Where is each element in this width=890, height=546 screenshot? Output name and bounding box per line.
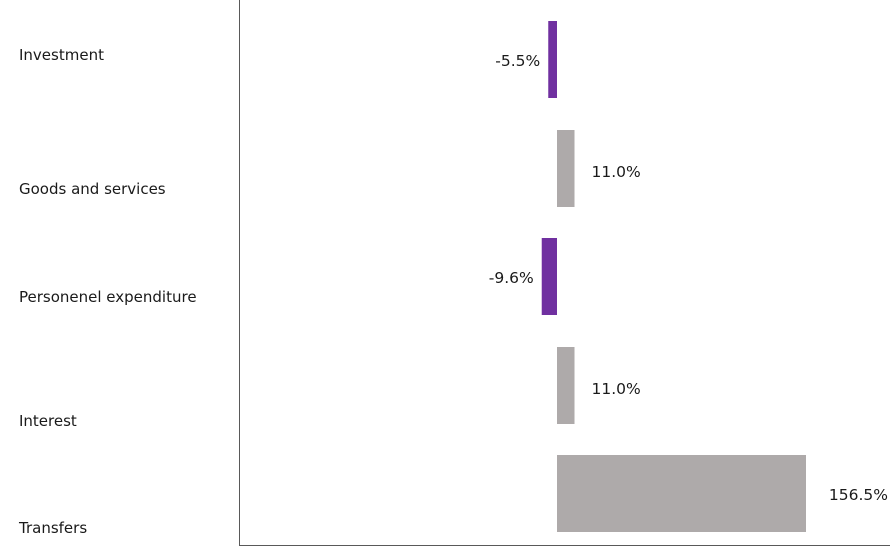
category-label: Goods and services	[19, 180, 166, 198]
value-label: 156.5%	[829, 486, 888, 504]
bar-interest	[557, 347, 575, 424]
category-label: Interest	[19, 412, 77, 430]
bar-investment	[548, 21, 557, 98]
value-label: 11.0%	[592, 380, 641, 398]
category-label: Personenel expenditure	[19, 288, 197, 306]
bar-goods-and-services	[557, 130, 575, 207]
bar-series	[541, 21, 806, 532]
category-labels: Investment Goods and services Personenel e…	[18, 46, 197, 537]
bar-transfers	[557, 455, 806, 532]
value-labels: -5.5% 11.0% -9.6% 11.0% 156.5%	[489, 52, 888, 504]
category-label: Transfers	[18, 519, 87, 537]
bar-personenel-expenditure	[541, 238, 557, 315]
category-label: Investment	[19, 46, 104, 64]
value-label: -5.5%	[495, 52, 540, 70]
value-label: 11.0%	[592, 163, 641, 181]
value-label: -9.6%	[489, 269, 534, 287]
